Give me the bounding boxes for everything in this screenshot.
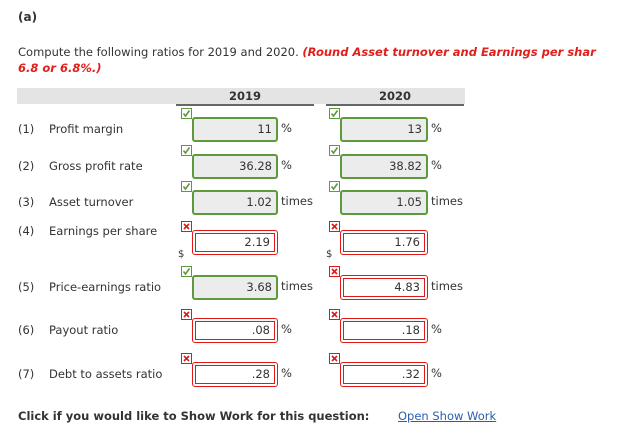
row-label: Asset turnover <box>49 195 134 209</box>
answer-input[interactable]: .28 <box>192 362 278 387</box>
incorrect-icon <box>329 353 340 364</box>
unit: times <box>431 194 463 208</box>
footer-text: Click if you would like to Show Work for… <box>18 409 370 423</box>
correct-icon <box>181 181 192 192</box>
answer-input[interactable]: 1.05 <box>340 190 428 215</box>
unit: % <box>281 366 292 380</box>
correct-icon <box>181 145 192 156</box>
answer-input[interactable]: 13 <box>340 117 428 142</box>
row-number: (3) <box>18 195 35 209</box>
unit: % <box>281 322 292 336</box>
unit: % <box>431 366 442 380</box>
prefix: $ <box>178 249 185 260</box>
row-number: (1) <box>18 122 35 136</box>
answer-input[interactable]: 1.02 <box>192 190 278 215</box>
incorrect-icon <box>181 353 192 364</box>
incorrect-icon <box>329 221 340 232</box>
unit: times <box>431 279 463 293</box>
answer-input[interactable]: 1.76 <box>340 230 428 255</box>
row-number: (6) <box>18 323 35 337</box>
answer-input[interactable]: 2.19 <box>192 230 278 255</box>
answer-input[interactable]: 4.83 <box>340 275 428 300</box>
unit: % <box>281 121 292 135</box>
row-label: Debt to assets ratio <box>49 367 163 381</box>
answer-input[interactable]: 11 <box>192 117 278 142</box>
part-label: (a) <box>18 10 38 24</box>
row-label: Profit margin <box>49 122 124 136</box>
unit: % <box>281 158 292 172</box>
correct-icon <box>329 181 340 192</box>
answer-input[interactable]: .08 <box>192 318 278 343</box>
show-work-link[interactable]: Open Show Work <box>398 409 497 423</box>
correct-icon <box>329 108 340 119</box>
instruction-text: Compute the following ratios for 2019 an… <box>18 45 303 59</box>
header-bar <box>17 88 465 104</box>
answer-input[interactable]: 3.68 <box>192 275 278 300</box>
answer-input[interactable]: .18 <box>340 318 428 343</box>
row-number: (4) <box>18 224 35 238</box>
row-label: Price-earnings ratio <box>49 280 162 294</box>
incorrect-icon <box>329 309 340 320</box>
row-number: (2) <box>18 159 35 173</box>
row-label: Payout ratio <box>49 323 119 337</box>
incorrect-icon <box>329 266 340 277</box>
row-number: (7) <box>18 367 35 381</box>
note: (Round Asset turnover and Earnings per s… <box>302 45 596 59</box>
correct-icon <box>181 108 192 119</box>
unit: % <box>431 121 442 135</box>
unit: % <box>431 158 442 172</box>
incorrect-icon <box>181 221 192 232</box>
unit: times <box>281 194 313 208</box>
answer-input[interactable]: 38.82 <box>340 154 428 179</box>
unit: times <box>281 279 313 293</box>
answer-input[interactable]: .32 <box>340 362 428 387</box>
prefix: $ <box>326 249 333 260</box>
row-label: Earnings per share <box>49 224 158 238</box>
instructions: Compute the following ratios for 2019 an… <box>18 44 623 76</box>
unit: % <box>431 322 442 336</box>
row-number: (5) <box>18 280 35 294</box>
column-header: 2020 <box>326 88 464 106</box>
answer-input[interactable]: 36.28 <box>192 154 278 179</box>
incorrect-icon <box>181 309 192 320</box>
note: 6.8 or 6.8%.) <box>18 61 102 75</box>
column-header: 2019 <box>176 88 314 106</box>
correct-icon <box>181 266 192 277</box>
correct-icon <box>329 145 340 156</box>
row-label: Gross profit rate <box>49 159 143 173</box>
